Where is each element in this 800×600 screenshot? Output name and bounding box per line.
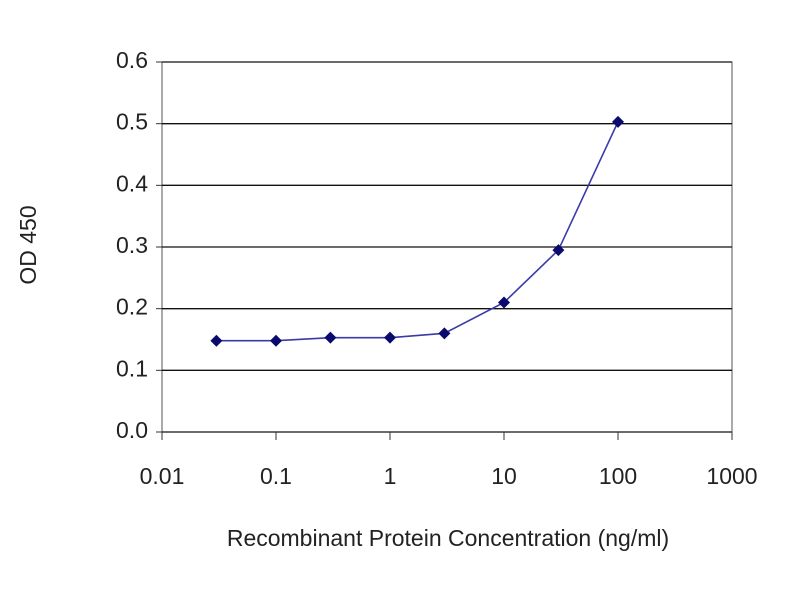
x-tick-label: 0.1 [260,463,292,489]
data-line [216,121,619,342]
data-point [498,296,510,309]
data-point [612,115,624,128]
data-point [324,331,337,344]
data-point [552,244,565,257]
y-tick-label: 0.2 [116,294,148,320]
data-point [438,327,451,340]
y-tick-label: 0.0 [116,417,148,443]
y-tick-label: 0.4 [116,170,148,196]
data-point [270,334,282,347]
y-tick-label: 0.3 [116,232,148,258]
x-axis-label: Recombinant Protein Concentration (ng/ml… [227,525,669,551]
y-tick-label: 0.6 [116,47,148,73]
x-tick-label: 0.01 [140,463,185,489]
data-point [210,334,223,347]
y-axis-label: OD 450 [15,205,41,284]
x-tick-label: 1 [384,463,397,489]
data-point [384,331,396,344]
x-tick-label: 1000 [706,463,757,489]
y-tick-label: 0.1 [116,355,148,381]
x-tick-label: 10 [491,463,517,489]
x-tick-label: 100 [599,463,637,489]
y-tick-label: 0.5 [116,109,148,135]
